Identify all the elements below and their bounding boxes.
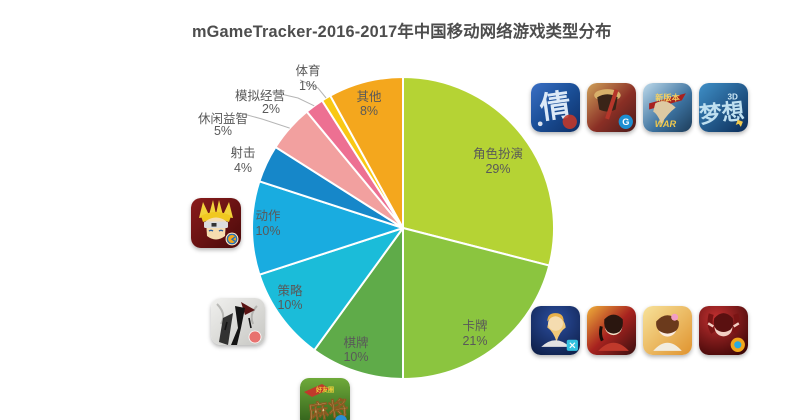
svg-text:卡牌: 卡牌	[462, 318, 487, 333]
svg-text:好友圈: 好友圈	[315, 386, 334, 394]
svg-text:策略: 策略	[277, 283, 303, 298]
svg-text:新版本: 新版本	[655, 92, 680, 102]
svg-text:角色扮演: 角色扮演	[473, 146, 523, 161]
svg-text:模拟经营: 模拟经营	[235, 89, 285, 103]
svg-text:21%: 21%	[462, 334, 487, 348]
svg-text:射击: 射击	[230, 145, 255, 160]
svg-text:29%: 29%	[485, 162, 510, 176]
svg-text:动作: 动作	[255, 209, 281, 223]
svg-text:4%: 4%	[234, 161, 252, 175]
svg-text:体育: 体育	[295, 63, 320, 78]
svg-text:1%: 1%	[299, 79, 317, 93]
svg-text:10%: 10%	[277, 298, 302, 312]
svg-text:其他: 其他	[356, 90, 382, 104]
svg-text:5%: 5%	[214, 124, 232, 138]
svg-text:WAR: WAR	[655, 119, 677, 129]
svg-text:10%: 10%	[343, 350, 368, 364]
svg-text:8%: 8%	[360, 104, 378, 118]
svg-text:10%: 10%	[255, 224, 280, 238]
svg-text:棋牌: 棋牌	[343, 335, 368, 350]
svg-text:G: G	[622, 117, 629, 127]
svg-text:2%: 2%	[262, 102, 280, 116]
